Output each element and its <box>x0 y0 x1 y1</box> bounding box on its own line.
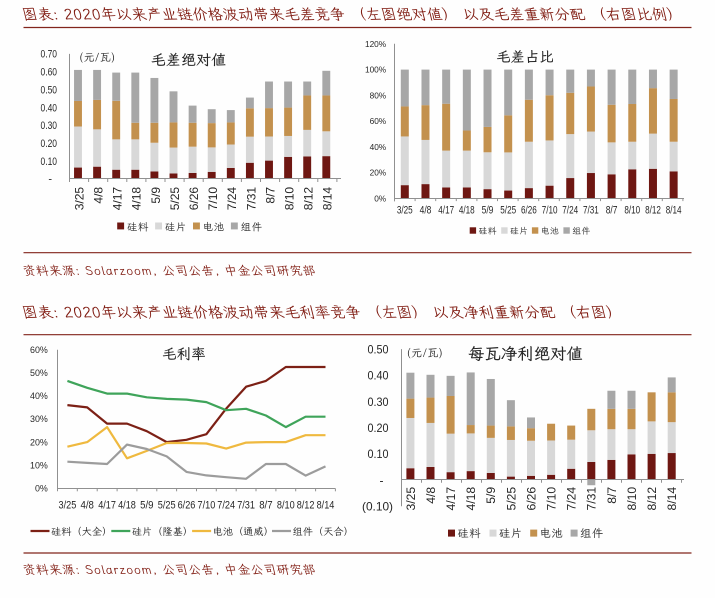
svg-text:4/18: 4/18 <box>459 204 475 216</box>
svg-text:20%: 20% <box>30 437 48 447</box>
svg-text:8/10: 8/10 <box>625 487 639 511</box>
svg-text:4/8: 4/8 <box>424 487 438 504</box>
svg-text:4/17: 4/17 <box>438 204 454 216</box>
svg-text:5/25: 5/25 <box>168 187 182 211</box>
svg-text:60%: 60% <box>370 116 387 126</box>
svg-text:7/24: 7/24 <box>225 187 239 211</box>
svg-text:7/31: 7/31 <box>237 500 255 512</box>
svg-text:80%: 80% <box>370 90 387 100</box>
svg-text:4/18: 4/18 <box>464 487 478 511</box>
svg-text:4/8: 4/8 <box>81 500 94 512</box>
svg-text:7/10: 7/10 <box>542 204 558 216</box>
svg-text:7/24: 7/24 <box>565 487 579 511</box>
svg-text:0.70: 0.70 <box>41 49 58 61</box>
svg-text:0.30: 0.30 <box>41 120 58 132</box>
svg-text:0.10: 0.10 <box>368 447 389 461</box>
svg-text:4/17: 4/17 <box>98 500 116 512</box>
svg-text:100%: 100% <box>365 65 387 75</box>
svg-text:8/7: 8/7 <box>263 187 277 204</box>
svg-text:7/10: 7/10 <box>198 500 216 512</box>
svg-text:5/25: 5/25 <box>158 500 176 512</box>
svg-text:5/9: 5/9 <box>149 187 163 204</box>
svg-text:0.40: 0.40 <box>368 369 389 383</box>
svg-text:8/12: 8/12 <box>302 187 316 211</box>
svg-text:7/31: 7/31 <box>583 204 599 216</box>
svg-text:-: - <box>380 473 384 487</box>
svg-text:8/12: 8/12 <box>645 204 661 216</box>
svg-text:(0.10): (0.10) <box>362 500 393 514</box>
svg-text:7/10: 7/10 <box>545 487 559 511</box>
svg-text:0.30: 0.30 <box>368 395 389 409</box>
svg-text:6/26: 6/26 <box>524 487 538 511</box>
svg-text:6/26: 6/26 <box>178 500 196 512</box>
svg-text:8/14: 8/14 <box>665 487 679 511</box>
svg-text:4/17: 4/17 <box>444 487 458 511</box>
svg-text:6/26: 6/26 <box>521 204 537 216</box>
svg-text:0.50: 0.50 <box>41 85 58 97</box>
svg-text:0.50: 0.50 <box>368 342 389 356</box>
svg-text:8/10: 8/10 <box>277 500 295 512</box>
svg-text:10%: 10% <box>30 460 48 470</box>
svg-text:7/10: 7/10 <box>206 187 220 211</box>
svg-text:8/10: 8/10 <box>624 204 640 216</box>
svg-text:3/25: 3/25 <box>59 500 77 512</box>
svg-text:3/25: 3/25 <box>397 204 413 216</box>
svg-text:0.20: 0.20 <box>41 138 58 150</box>
svg-text:4/18: 4/18 <box>118 500 136 512</box>
svg-text:0%: 0% <box>374 193 387 203</box>
svg-text:30%: 30% <box>30 414 48 424</box>
svg-text:3/25: 3/25 <box>72 187 86 211</box>
svg-text:8/14: 8/14 <box>321 187 335 211</box>
svg-text:8/10: 8/10 <box>283 187 297 211</box>
svg-text:0.60: 0.60 <box>41 67 58 79</box>
svg-text:7/24: 7/24 <box>562 204 578 216</box>
svg-text:5/9: 5/9 <box>484 487 498 504</box>
svg-text:6/26: 6/26 <box>187 187 201 211</box>
svg-text:50%: 50% <box>30 368 48 378</box>
svg-text:5/9: 5/9 <box>482 204 494 216</box>
svg-text:4/17: 4/17 <box>111 187 125 211</box>
svg-text:4/8: 4/8 <box>420 204 432 216</box>
svg-text:8/7: 8/7 <box>259 500 272 512</box>
svg-text:120%: 120% <box>365 39 387 49</box>
svg-text:5/9: 5/9 <box>140 500 153 512</box>
svg-text:8/12: 8/12 <box>297 500 315 512</box>
svg-text:-: - <box>48 174 52 186</box>
svg-text:4/8: 4/8 <box>92 187 106 204</box>
svg-text:8/14: 8/14 <box>666 204 682 216</box>
svg-text:0%: 0% <box>35 484 48 494</box>
svg-text:5/25: 5/25 <box>504 487 518 511</box>
svg-text:8/12: 8/12 <box>645 487 659 511</box>
svg-text:8/7: 8/7 <box>605 487 619 504</box>
svg-text:0.40: 0.40 <box>41 102 58 114</box>
svg-text:40%: 40% <box>370 142 387 152</box>
svg-text:7/24: 7/24 <box>217 500 235 512</box>
svg-text:5/25: 5/25 <box>500 204 516 216</box>
svg-text:7/31: 7/31 <box>244 187 258 211</box>
svg-text:40%: 40% <box>30 391 48 401</box>
svg-text:60%: 60% <box>30 345 48 355</box>
svg-text:3/25: 3/25 <box>404 487 418 511</box>
svg-text:0.10: 0.10 <box>41 156 58 168</box>
svg-text:7/31: 7/31 <box>585 487 599 511</box>
svg-text:4/18: 4/18 <box>130 187 144 211</box>
svg-text:8/7: 8/7 <box>606 204 618 216</box>
svg-text:8/14: 8/14 <box>317 500 335 512</box>
svg-text:20%: 20% <box>370 168 387 178</box>
svg-text:0.20: 0.20 <box>368 421 389 435</box>
